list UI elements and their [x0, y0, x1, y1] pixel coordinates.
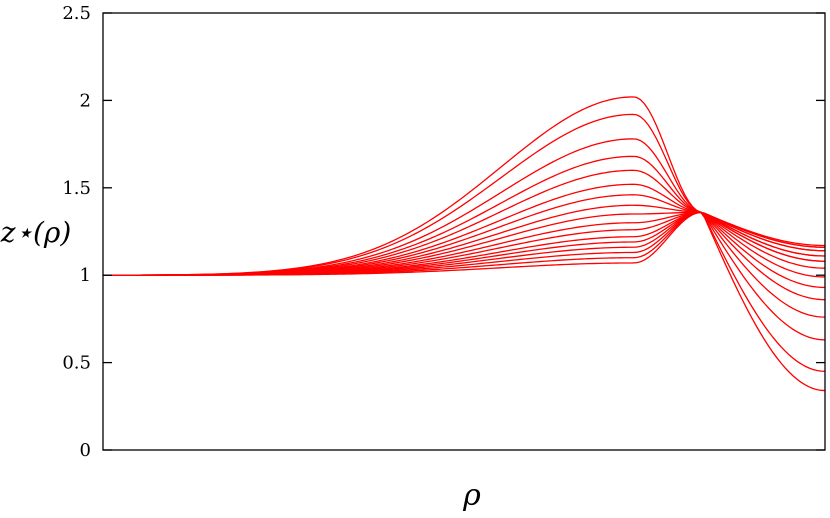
plot-frame: [102, 12, 826, 451]
y-tick-label: 1: [80, 265, 91, 286]
series-line-17: [103, 211, 826, 276]
y-tick-label: 1.5: [62, 178, 91, 199]
y-axis-label: z⋆(ρ): [0, 216, 71, 249]
y-tick-label: 2: [80, 90, 91, 111]
y-tick-label: 0.5: [62, 353, 91, 374]
series-line-2: [102, 113, 826, 372]
x-axis-label: ρ: [462, 478, 481, 513]
series-layer: [102, 96, 826, 392]
ticks-layer: 0 0.5 1 1.5 2 2.5: [62, 3, 825, 461]
y-tick-label: 2.5: [62, 3, 91, 24]
y-tick-label: 0: [80, 440, 91, 461]
